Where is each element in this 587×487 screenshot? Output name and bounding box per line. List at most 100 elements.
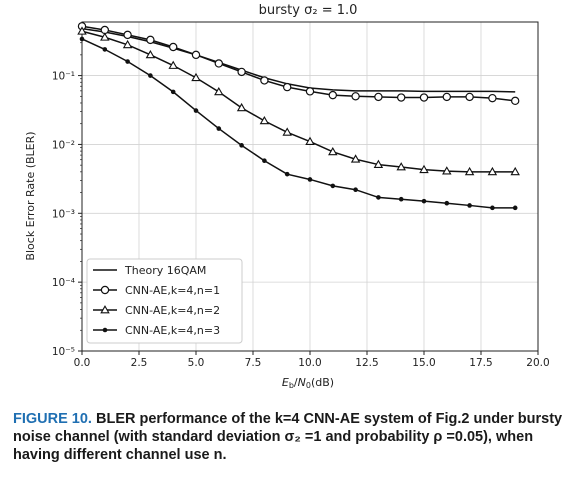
marker-dot [353, 187, 358, 193]
axes: 0.0 2.5 5.0 7.5 10.0 12.5 15.0 17.5 20.0 10⁻¹ 10⁻²… [52, 21, 550, 369]
marker-circle [397, 93, 406, 102]
legend-item: CNN-AE,k=4,n=1 [93, 284, 220, 297]
marker-dot [148, 73, 153, 78]
marker-circle [168, 42, 178, 52]
marker-circle [328, 90, 337, 100]
marker-dot [262, 158, 267, 164]
marker-dot [193, 108, 199, 113]
marker-dot [284, 171, 290, 177]
series-line [81, 38, 516, 209]
figure-label: FIGURE 10. [13, 411, 92, 427]
marker-triangle [419, 164, 429, 174]
marker-dot [216, 126, 222, 131]
marker-dot [444, 200, 450, 206]
figure-caption-text: BLER performance of the k=4 CNN-AE syste… [13, 411, 563, 463]
marker-triangle [282, 127, 292, 136]
marker-triangle [236, 102, 247, 112]
marker-dot [490, 205, 495, 211]
marker-dot [330, 183, 336, 189]
marker-dot [102, 47, 108, 52]
legend-item: CNN-AE,k=4,n=3 [93, 324, 220, 337]
series-line [81, 27, 516, 93]
marker-circle [260, 76, 269, 85]
marker-triangle [259, 115, 270, 125]
marker-dot [512, 205, 518, 211]
marker-circle [191, 50, 201, 60]
marker-triangle [373, 159, 384, 168]
x-tick-label: 10.0 [298, 357, 321, 369]
x-tick-label: 7.5 [245, 357, 262, 369]
x-tick-label: 2.5 [131, 357, 148, 369]
marker-triangle [396, 162, 406, 171]
marker-dot [239, 143, 244, 148]
marker-circle [237, 67, 246, 77]
marker-dot [125, 59, 130, 64]
marker-triangle [168, 60, 178, 69]
series-3 [77, 26, 520, 176]
marker-triangle [122, 39, 133, 49]
marker-dot [79, 36, 85, 42]
marker-circle [305, 87, 315, 96]
series-layer [77, 22, 520, 211]
legend-label: CNN-AE,k=4,n=2 [125, 304, 220, 317]
x-tick-label: 15.0 [412, 357, 435, 369]
marker-triangle [100, 32, 110, 41]
marker-triangle [100, 305, 110, 314]
legend-label: CNN-AE,k=4,n=3 [125, 324, 220, 337]
marker-dot [376, 195, 381, 200]
y-tick-label: 10⁻² [52, 139, 75, 151]
x-tick-label: 20.0 [526, 357, 549, 369]
marker-circle [374, 92, 383, 102]
marker-circle [123, 30, 132, 40]
series-2 [77, 22, 520, 106]
marker-triangle [77, 26, 87, 35]
marker-triangle [487, 166, 498, 176]
y-tick-label: 10⁻³ [52, 208, 75, 220]
marker-circle [100, 285, 110, 295]
x-tick-label: 17.5 [469, 357, 492, 369]
legend-label: Theory 16QAM [124, 264, 206, 277]
marker-dot [307, 177, 313, 182]
marker-dot [467, 203, 472, 208]
y-tick-label: 10⁻¹ [52, 71, 75, 83]
marker-circle [351, 92, 360, 101]
series-line [81, 30, 516, 173]
legend: Theory 16QAM CNN-AE,k=4,n=1 CNN-AE,k=4,n=2… [86, 258, 243, 344]
legend-item: Theory 16QAM [93, 264, 206, 277]
marker-dot [170, 89, 176, 95]
marker-circle [419, 93, 429, 102]
marker-circle [442, 92, 451, 102]
marker-circle [283, 82, 292, 92]
figure-caption: FIGURE 10. BLER performance of the k=4 C… [13, 410, 578, 464]
y-axis-label: Block Error Rate (BLER) [24, 131, 37, 260]
marker-triangle [350, 154, 361, 163]
bler-chart: bursty σ₂ = 1.0 0.0 2.5 5.0 7.5 10.0 12.5 15.0… [24, 3, 550, 390]
marker-triangle [510, 166, 520, 176]
marker-triangle [442, 166, 452, 175]
marker-triangle [305, 136, 315, 145]
marker-triangle [145, 49, 156, 59]
marker-dot [421, 198, 427, 204]
x-axis-label: Eb/N0(dB) [282, 376, 334, 390]
marker-triangle [328, 146, 338, 156]
y-tick-label: 10⁻⁴ [52, 277, 75, 289]
legend-box [86, 258, 243, 344]
marker-circle [214, 59, 223, 68]
x-tick-label: 12.5 [355, 357, 378, 369]
series-1 [81, 27, 516, 93]
marker-circle [511, 96, 520, 106]
marker-triangle [191, 72, 201, 82]
x-tick-label: 5.0 [188, 357, 205, 369]
marker-triangle [214, 86, 224, 96]
marker-circle [465, 92, 474, 102]
legend-label: CNN-AE,k=4,n=1 [125, 284, 220, 297]
marker-circle [146, 35, 155, 45]
marker-circle [488, 93, 497, 103]
chart-title: bursty σ₂ = 1.0 [259, 3, 358, 18]
x-tick-label: 0.0 [74, 357, 91, 369]
legend-item: CNN-AE,k=4,n=2 [93, 304, 220, 317]
marker-dot [398, 196, 404, 202]
marker-triangle [464, 166, 475, 176]
marker-dot [102, 327, 108, 333]
y-tick-label: 10⁻⁵ [52, 346, 75, 358]
